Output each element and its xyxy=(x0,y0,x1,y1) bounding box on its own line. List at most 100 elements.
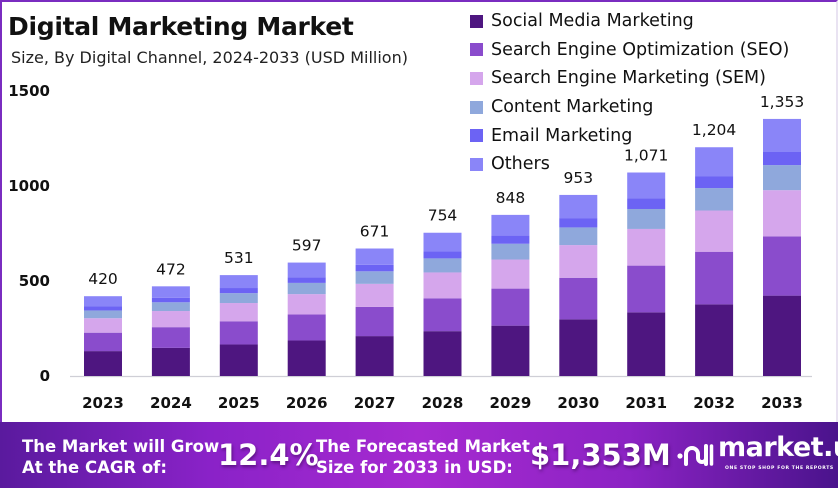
bar-segment-search-engine-optimization-seo-2029 xyxy=(491,288,530,326)
legend-label: Search Engine Marketing (SEM) xyxy=(491,68,766,89)
legend-swatch xyxy=(470,129,483,143)
bar-segment-others-2027 xyxy=(355,248,394,265)
bar-segment-others-2028 xyxy=(423,232,462,252)
bar-segment-email-marketing-2024 xyxy=(151,297,190,303)
bar-segment-social-media-marketing-2028 xyxy=(423,331,462,376)
total-data-label: 1,204 xyxy=(692,121,736,139)
cagr-label-line1: The Market will Grow xyxy=(22,437,220,456)
total-data-label: 953 xyxy=(564,169,594,187)
total-data-label: 597 xyxy=(292,237,322,255)
bar-segment-social-media-marketing-2029 xyxy=(491,325,530,376)
bar-segment-social-media-marketing-2033 xyxy=(763,295,801,376)
bar-segment-search-engine-marketing-sem-2026 xyxy=(287,294,326,315)
total-data-label: 1,071 xyxy=(624,147,668,165)
stacked-bar-chart: 0 500 1000 1500 420 2023 472 2024 531 2025 597 2026… xyxy=(8,82,812,412)
y-tick-label: 1000 xyxy=(8,177,50,195)
bar-segment-social-media-marketing-2023 xyxy=(84,351,122,376)
legend-item: Content Marketing xyxy=(470,93,789,122)
cagr-label: The Market will Grow At the CAGR of: xyxy=(22,436,219,478)
bar-segment-content-marketing-2023 xyxy=(84,310,122,319)
bar-segment-email-marketing-2033 xyxy=(763,151,801,166)
bar-segment-search-engine-marketing-sem-2024 xyxy=(151,311,190,328)
x-tick-label: 2028 xyxy=(422,394,464,412)
legend: Social Media Marketing Search Engine Opti… xyxy=(470,7,789,179)
bar-segment-email-marketing-2030 xyxy=(559,218,598,228)
y-tick-label: 1500 xyxy=(8,82,50,100)
forecast-label: The Forecasted Market Size for 2033 in U… xyxy=(316,436,530,478)
bar-segment-search-engine-optimization-seo-2030 xyxy=(559,277,598,320)
bar-segment-social-media-marketing-2032 xyxy=(695,304,734,376)
legend-item: Email Marketing xyxy=(470,121,789,150)
chart-title: Digital Marketing Market xyxy=(8,12,354,41)
bar-segment-others-2030 xyxy=(559,194,598,219)
bar-segment-social-media-marketing-2027 xyxy=(355,336,394,376)
bar-segment-search-engine-marketing-sem-2029 xyxy=(491,259,530,289)
brand-name: market.us xyxy=(718,432,838,463)
bar-segment-search-engine-optimization-seo-2031 xyxy=(627,265,666,313)
bar-segment-search-engine-marketing-sem-2033 xyxy=(763,190,801,237)
bar-segment-content-marketing-2028 xyxy=(423,258,462,273)
legend-label: Others xyxy=(491,154,550,175)
legend-label: Social Media Marketing xyxy=(491,11,694,32)
bar-segment-others-2026 xyxy=(287,262,326,278)
x-tick-label: 2032 xyxy=(693,394,735,412)
bar-segment-email-marketing-2027 xyxy=(355,264,394,272)
bar-segment-search-engine-marketing-sem-2032 xyxy=(695,210,734,252)
bar-segment-email-marketing-2028 xyxy=(423,251,462,259)
bar-segment-search-engine-optimization-seo-2025 xyxy=(219,321,258,345)
total-data-label: 848 xyxy=(496,189,526,207)
y-tick-label: 0 xyxy=(40,367,50,385)
bar-segment-email-marketing-2031 xyxy=(627,198,666,209)
bar-segment-social-media-marketing-2024 xyxy=(151,347,190,376)
bar-segment-search-engine-marketing-sem-2025 xyxy=(219,303,258,322)
legend-swatch xyxy=(470,71,483,85)
legend-label: Email Marketing xyxy=(491,125,633,146)
x-tick-label: 2033 xyxy=(761,394,803,412)
x-tick-label: 2030 xyxy=(557,394,599,412)
bar-segment-content-marketing-2024 xyxy=(151,302,190,312)
total-data-label: 1,353 xyxy=(760,93,804,111)
total-data-label: 671 xyxy=(360,223,390,241)
x-tick-label: 2027 xyxy=(354,394,396,412)
bar-segment-content-marketing-2030 xyxy=(559,227,598,246)
x-tick-label: 2029 xyxy=(490,394,532,412)
footer-banner: The Market will Grow At the CAGR of: 12.… xyxy=(0,422,838,488)
total-data-label: 472 xyxy=(156,260,186,278)
bar-segment-search-engine-marketing-sem-2027 xyxy=(355,283,394,307)
legend-item: Social Media Marketing xyxy=(470,7,789,36)
bar-segment-search-engine-marketing-sem-2028 xyxy=(423,272,462,299)
total-data-label: 531 xyxy=(224,249,254,267)
bar-segment-others-2029 xyxy=(491,214,530,236)
cagr-label-line2: At the CAGR of: xyxy=(22,458,167,477)
bar-segment-search-engine-optimization-seo-2026 xyxy=(287,314,326,341)
bar-segment-others-2033 xyxy=(763,118,801,152)
brand-tagline: ONE STOP SHOP FOR THE REPORTS xyxy=(725,466,834,471)
bar-segment-content-marketing-2025 xyxy=(219,293,258,304)
bar-segment-social-media-marketing-2030 xyxy=(559,319,598,376)
x-tick-label: 2024 xyxy=(150,394,192,412)
bar-segment-email-marketing-2025 xyxy=(219,288,258,294)
total-data-label: 420 xyxy=(88,270,118,288)
bar-segment-others-2023 xyxy=(84,296,122,307)
bar-segment-others-2025 xyxy=(219,275,258,289)
forecast-value: $1,353M xyxy=(530,438,671,472)
legend-swatch xyxy=(470,157,483,171)
bar-segment-search-engine-marketing-sem-2031 xyxy=(627,228,666,266)
bar-segment-content-marketing-2032 xyxy=(695,188,734,211)
bar-segment-others-2024 xyxy=(151,286,190,298)
total-data-label: 754 xyxy=(428,207,458,225)
bar-segment-search-engine-optimization-seo-2032 xyxy=(695,251,734,305)
legend-swatch xyxy=(470,100,483,114)
bar-segment-search-engine-marketing-sem-2023 xyxy=(84,318,122,333)
bar-segment-search-engine-optimization-seo-2023 xyxy=(84,332,122,352)
x-tick-label: 2023 xyxy=(82,394,124,412)
bar-segment-content-marketing-2031 xyxy=(627,208,666,229)
bar-segment-others-2031 xyxy=(627,172,666,199)
legend-item: Search Engine Optimization (SEO) xyxy=(470,36,789,65)
legend-item: Others xyxy=(470,150,789,179)
bar-segment-search-engine-optimization-seo-2027 xyxy=(355,306,394,337)
bar-segment-search-engine-optimization-seo-2033 xyxy=(763,236,801,296)
market-us-logo-icon xyxy=(677,444,714,466)
bar-segment-search-engine-marketing-sem-2030 xyxy=(559,245,598,278)
